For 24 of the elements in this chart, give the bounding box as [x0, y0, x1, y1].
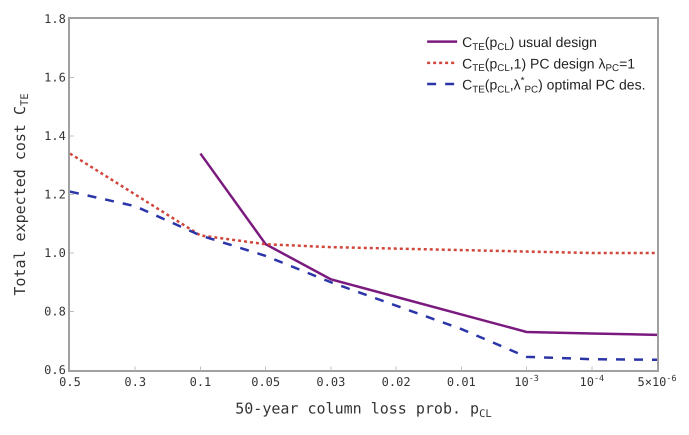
legend-label: C$_{TE}$(p$_{CL}$) usual design: [462, 34, 597, 54]
y-tick-label: 1.2: [44, 188, 66, 202]
x-tick-label: 0.5: [59, 375, 81, 390]
x-tick-label: 5×10$^{-6}$: [638, 373, 676, 390]
x-tick-label: 0.05: [251, 375, 280, 390]
x-tick-label: 0.03: [316, 375, 346, 390]
y-tick-label: 1.6: [44, 70, 66, 85]
y-tick-label: 1.8: [44, 12, 66, 26]
x-tick-label: 0.1: [190, 375, 212, 390]
x-tick-label: 10$^{-3}$: [514, 373, 539, 390]
x-tick-label: 0.02: [382, 375, 411, 390]
y-tick-label: 0.8: [44, 304, 66, 319]
x-tick-label: 0.01: [446, 375, 476, 390]
x-tick-label: 10$^{-4}$: [580, 373, 604, 390]
x-tick-label: 0.3: [124, 375, 146, 390]
y-tick-label: 0.6: [44, 363, 66, 378]
legend-label: C$_{TE}$(p$_{CL}$,1) PC design λ$_{PC}$=1: [462, 55, 636, 74]
x-axis-title: 50-year column loss prob. p$_{CL}$: [235, 400, 492, 420]
line-series: [70, 190, 657, 362]
line-series: [199, 152, 657, 336]
legend-label: C$_{TE}$(p$_{CL}$,λ$^{*}$$_{PC}$) optimal PC des.: [462, 76, 646, 96]
y-tick-label: 1.0: [44, 246, 66, 260]
line-series: [70, 152, 657, 254]
y-tick-label: 1.4: [44, 129, 66, 144]
